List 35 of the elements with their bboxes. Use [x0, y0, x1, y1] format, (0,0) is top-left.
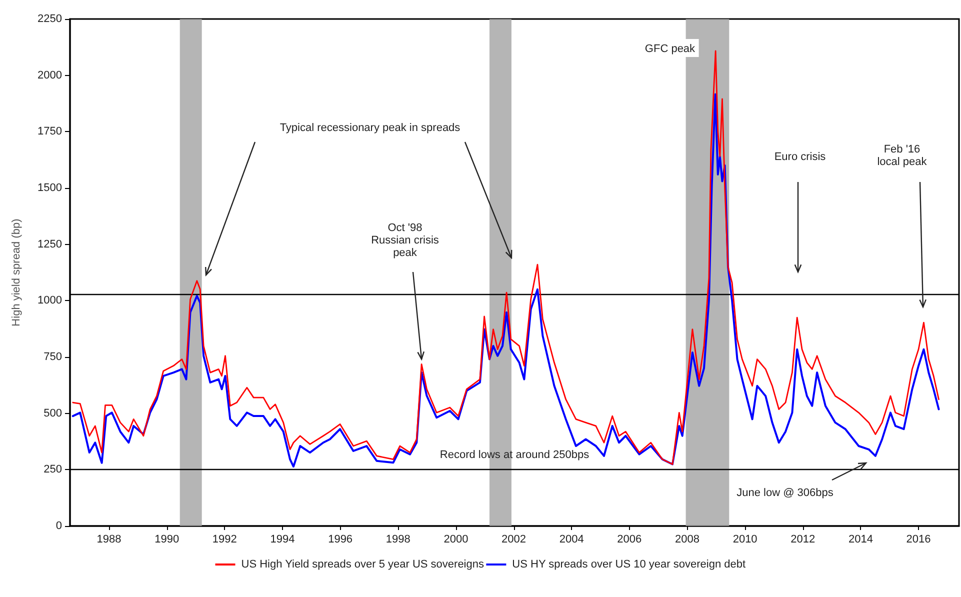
y-tick-label: 1750 [38, 126, 62, 138]
ref-line-label: Record lows at around 250bps [440, 449, 590, 462]
y-axis-title: High yield spread (bp) [10, 218, 22, 326]
x-tick-label: 1990 [154, 534, 180, 546]
x-tick-label: 2010 [732, 534, 758, 546]
x-tick-label: 2008 [675, 534, 700, 546]
x-tick-label: 2006 [617, 534, 642, 546]
y-tick-label: 750 [44, 351, 62, 363]
x-tick-label: 2012 [790, 534, 816, 546]
y-tick-label: 2000 [38, 69, 62, 82]
y-tick-label: 1500 [38, 182, 62, 194]
x-tick-label: 1994 [270, 534, 295, 546]
x-tick-label: 2004 [559, 534, 584, 546]
annotation: June low @ 306bps [736, 486, 834, 499]
x-tick-label: 1992 [212, 534, 237, 546]
annotation: Euro crisis [774, 150, 826, 163]
annotation: GFC peak [644, 42, 696, 55]
x-tick-label: 1996 [328, 534, 353, 546]
y-tick-label: 1000 [38, 294, 62, 307]
annotation: Oct '98 Russian crisis peak [371, 222, 440, 260]
x-tick-label: 2000 [444, 534, 468, 546]
x-tick-label: 2014 [848, 534, 873, 546]
x-tick-label: 1998 [386, 534, 410, 546]
legend-label: US HY spreads over US 10 year sovereign debt [512, 558, 746, 570]
y-tick-label: 2250 [38, 13, 62, 25]
y-tick-label: 250 [44, 464, 62, 476]
y-tick-label: 500 [44, 407, 62, 420]
y-tick-label: 0 [56, 520, 62, 532]
legend-label: US High Yield spreads over 5 year US sovereigns [241, 558, 484, 570]
x-tick-label: 2002 [502, 534, 526, 546]
annotation: Typical recessionary peak in spreads [280, 122, 461, 134]
x-tick-label: 2016 [906, 534, 931, 546]
y-tick-label: 1250 [38, 238, 62, 250]
annotation: Feb '16 local peak [877, 143, 928, 168]
x-tick-label: 1988 [96, 534, 122, 546]
